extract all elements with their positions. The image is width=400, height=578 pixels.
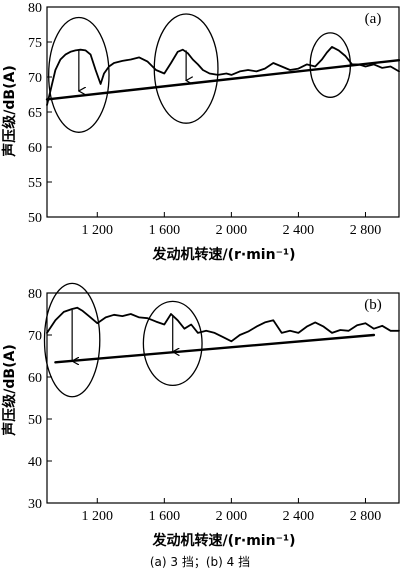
y-tick-label: 50 bbox=[28, 413, 42, 428]
highlight-ellipse bbox=[153, 13, 219, 124]
plot-frame bbox=[46, 292, 400, 504]
trend-line bbox=[45, 59, 400, 101]
chart-panel-a: 声压级/dB(A) 发动机转速/(r·min⁻¹) 1 200 1 600 2 00… bbox=[1, 1, 400, 263]
y-tick-label: 60 bbox=[28, 141, 42, 156]
y-axis-title: 声压级/dB(A) bbox=[1, 65, 18, 157]
x-tick-label: 2 000 bbox=[216, 509, 248, 524]
chart-panel-b: 声压级/dB(A) 发动机转速/(r·min⁻¹) 1 200 1 600 2 00… bbox=[1, 282, 400, 549]
highlight-ellipse bbox=[48, 16, 110, 133]
y-tick-label: 40 bbox=[28, 455, 42, 470]
y-tick-label: 55 bbox=[28, 176, 42, 191]
x-tick-label: 2 400 bbox=[283, 509, 315, 524]
x-tick-label: 2 000 bbox=[216, 223, 248, 238]
figure-caption: (a) 3 挡；(b) 4 挡 bbox=[149, 555, 251, 569]
sound-pressure-curve bbox=[46, 306, 400, 343]
y-tick-label: 60 bbox=[28, 371, 42, 386]
y-tick-label: 70 bbox=[28, 329, 42, 344]
x-tick-label: 1 600 bbox=[149, 509, 181, 524]
y-tick-label: 65 bbox=[28, 106, 42, 121]
x-tick-label: 1 200 bbox=[82, 509, 114, 524]
x-tick-label: 1 600 bbox=[149, 223, 181, 238]
sound-pressure-curve bbox=[46, 46, 400, 106]
highlight-ellipse bbox=[309, 32, 352, 98]
panel-label: (b) bbox=[364, 297, 382, 313]
x-tick-label: 2 800 bbox=[350, 223, 382, 238]
highlight-ellipse bbox=[142, 300, 203, 387]
x-tick-label: 1 200 bbox=[82, 223, 114, 238]
trend-line bbox=[54, 333, 376, 364]
x-axis-title: 发动机转速/(r·min⁻¹) bbox=[151, 532, 295, 549]
y-axis-title: 声压级/dB(A) bbox=[1, 344, 18, 436]
highlight-ellipse bbox=[43, 282, 101, 398]
y-tick-label: 50 bbox=[28, 211, 42, 226]
y-tick-label: 30 bbox=[28, 497, 42, 512]
y-tick-label: 80 bbox=[28, 1, 42, 16]
y-tick-label: 70 bbox=[28, 71, 42, 86]
plot-frame bbox=[46, 6, 400, 218]
y-tick-label: 75 bbox=[28, 36, 42, 51]
y-tick-label: 80 bbox=[28, 287, 42, 302]
x-tick-label: 2 400 bbox=[283, 223, 315, 238]
x-axis-title: 发动机转速/(r·min⁻¹) bbox=[151, 246, 295, 263]
panel-label: (a) bbox=[365, 11, 382, 27]
x-tick-label: 2 800 bbox=[350, 509, 382, 524]
